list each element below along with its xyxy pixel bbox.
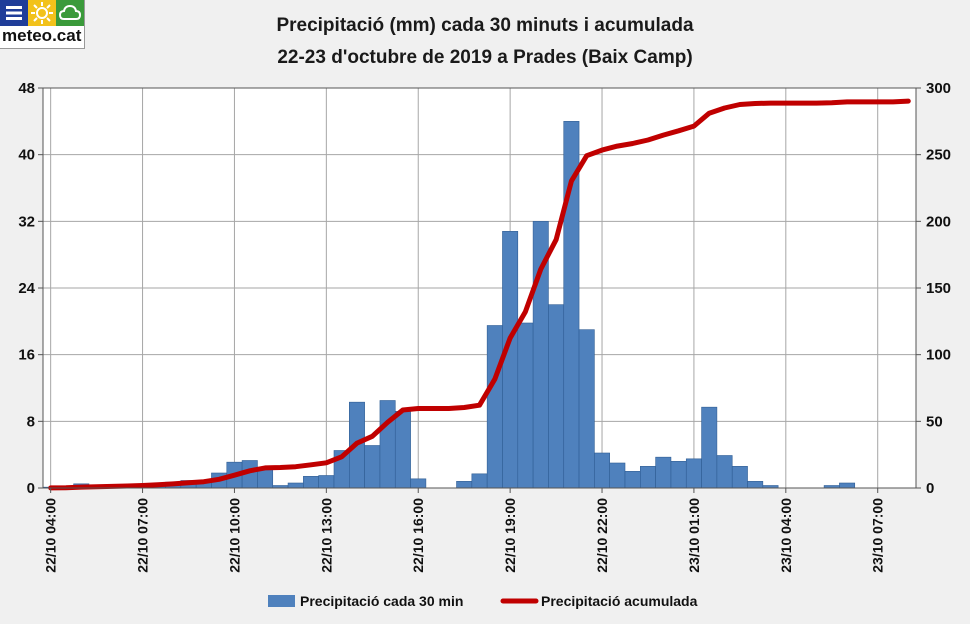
bar bbox=[548, 304, 565, 489]
x-axis: 22/10 04:00 22/10 07:00 22/10 10:00 22/10 1… bbox=[43, 488, 886, 573]
bar bbox=[486, 325, 503, 489]
x-tick-label: 22/10 10:00 bbox=[226, 498, 242, 573]
y-right-tick-label: 100 bbox=[926, 347, 951, 364]
x-tick-label: 22/10 19:00 bbox=[502, 498, 518, 573]
y-left-tick-label: 40 bbox=[18, 147, 35, 164]
y-right-tick-label: 200 bbox=[926, 213, 951, 230]
y-axis-right: 0 50 100 150 200 250 300 bbox=[916, 80, 951, 497]
bar bbox=[731, 466, 748, 489]
bar bbox=[410, 478, 427, 489]
bar bbox=[303, 476, 319, 489]
y-right-tick-label: 300 bbox=[926, 80, 951, 97]
bar bbox=[456, 481, 473, 489]
y-right-tick-label: 150 bbox=[926, 280, 951, 297]
cloud-icon bbox=[56, 0, 84, 26]
bar bbox=[471, 473, 488, 489]
bar bbox=[594, 452, 610, 489]
menu-icon bbox=[0, 0, 28, 26]
bar bbox=[318, 475, 335, 489]
y-left-tick-label: 16 bbox=[18, 347, 35, 364]
line-series bbox=[48, 98, 911, 491]
x-tick-label: 22/10 16:00 bbox=[410, 498, 426, 573]
bar bbox=[655, 456, 672, 489]
y-left-tick-label: 24 bbox=[18, 280, 35, 297]
bar bbox=[624, 471, 641, 489]
bar bbox=[379, 400, 396, 489]
bar bbox=[287, 482, 304, 489]
bar bbox=[517, 322, 534, 489]
bar bbox=[257, 469, 274, 489]
bar bbox=[578, 329, 595, 489]
y-left-tick-label: 8 bbox=[27, 413, 35, 430]
sun-icon bbox=[28, 0, 56, 26]
y-left-tick-label: 32 bbox=[18, 213, 35, 230]
x-tick-label: 22/10 07:00 bbox=[135, 498, 151, 573]
chart-title-line1: Precipitació (mm) cada 30 minuts i acumu… bbox=[276, 15, 694, 36]
x-tick-label: 23/10 01:00 bbox=[686, 498, 702, 573]
legend-bar-swatch bbox=[268, 595, 295, 607]
bar bbox=[747, 481, 764, 489]
bar bbox=[670, 461, 687, 489]
bar bbox=[701, 406, 718, 489]
bar bbox=[364, 445, 381, 489]
legend-bar-label: Precipitació cada 30 min bbox=[300, 593, 463, 609]
cumulative-line bbox=[48, 98, 911, 491]
y-right-tick-label: 0 bbox=[926, 480, 934, 497]
bar bbox=[394, 411, 411, 489]
x-tick-label: 22/10 22:00 bbox=[594, 498, 610, 573]
x-tick-label: 23/10 07:00 bbox=[870, 498, 886, 573]
x-tick-label: 23/10 04:00 bbox=[778, 498, 794, 573]
meteocat-logo: meteo.cat bbox=[0, 0, 85, 49]
bar bbox=[716, 455, 733, 489]
y-left-tick-label: 0 bbox=[27, 480, 35, 497]
y-axis-left: 0 8 16 24 32 40 48 bbox=[18, 80, 43, 497]
y-right-tick-label: 250 bbox=[926, 147, 951, 164]
bar bbox=[502, 231, 519, 489]
x-tick-label: 22/10 13:00 bbox=[318, 498, 334, 573]
bar bbox=[685, 458, 702, 489]
y-right-tick-label: 50 bbox=[926, 413, 943, 430]
bar bbox=[839, 482, 856, 489]
logo-brand-text: meteo.cat bbox=[2, 26, 82, 45]
x-tick-label: 22/10 04:00 bbox=[43, 498, 59, 573]
legend: Precipitació cada 30 min Precipitació ac… bbox=[268, 593, 698, 609]
bar bbox=[609, 462, 626, 489]
chart-title-line2: 22-23 d'octubre de 2019 a Prades (Baix C… bbox=[277, 47, 692, 68]
y-left-tick-label: 48 bbox=[18, 80, 35, 97]
bar bbox=[640, 466, 656, 489]
legend-line-label: Precipitació acumulada bbox=[541, 593, 698, 609]
